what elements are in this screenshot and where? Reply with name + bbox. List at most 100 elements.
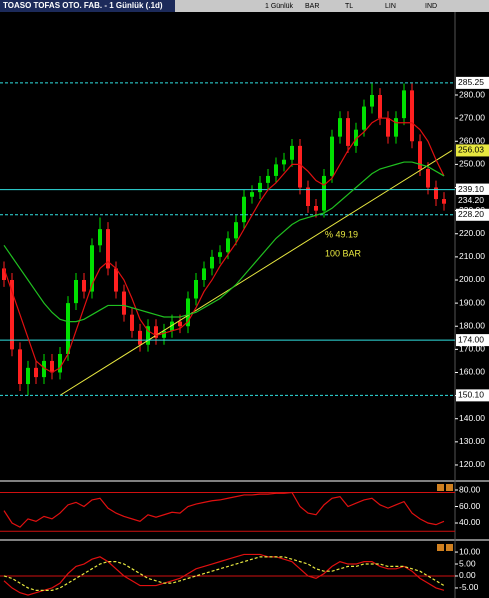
candle-body <box>154 326 158 338</box>
candle-body <box>338 118 342 137</box>
candle-body <box>194 279 198 299</box>
candle-body <box>66 303 70 354</box>
candle-body <box>354 129 358 146</box>
candle-body <box>298 145 302 188</box>
candle-body <box>26 367 30 385</box>
candle-body <box>122 291 126 315</box>
level-label: 285.25 <box>458 77 484 87</box>
candle-body <box>330 136 334 176</box>
trendline <box>59 150 453 396</box>
panel-button[interactable] <box>437 484 444 491</box>
indicator-line <box>3 553 445 596</box>
y-tick-label: 270.00 <box>459 112 485 122</box>
candle-body <box>146 326 150 345</box>
candle-body <box>362 106 366 130</box>
candle-body <box>186 298 190 327</box>
candle-body <box>314 205 318 211</box>
candle-body <box>242 196 246 223</box>
y-tick-label: 250.00 <box>459 159 485 169</box>
candle-body <box>418 141 422 170</box>
candle-body <box>426 169 430 188</box>
y-tick-label: 280.00 <box>459 89 485 99</box>
candle-body <box>82 279 86 292</box>
candle-body <box>2 268 6 280</box>
candle-body <box>386 118 390 137</box>
level-label-box <box>456 76 489 89</box>
candle-body <box>34 367 38 378</box>
candle-body <box>218 252 222 257</box>
y-tick-label: 40.00 <box>459 517 481 527</box>
y-tick-label: 0.00 <box>459 570 476 580</box>
candle-body <box>178 321 182 327</box>
y-tick-label: 190.00 <box>459 297 485 307</box>
level-label-box <box>456 194 489 207</box>
candle-body <box>250 192 254 197</box>
trendline-label-box <box>456 144 489 157</box>
indicator-line <box>3 161 445 323</box>
indicator-line <box>3 556 445 591</box>
y-tick-label: 130.00 <box>459 436 485 446</box>
level-label-box <box>456 208 489 221</box>
candle-body <box>210 256 214 269</box>
candle-body <box>402 90 406 119</box>
candle-body <box>106 229 110 269</box>
toolbar-item[interactable]: 1 Günlük <box>265 3 294 10</box>
y-tick-label: 10.00 <box>459 546 481 556</box>
candle-body <box>138 330 142 345</box>
candle-body <box>266 175 270 183</box>
y-tick-label: 170.00 <box>459 344 485 354</box>
candle-body <box>370 95 374 107</box>
annotation: 100 BAR <box>325 248 362 258</box>
y-tick-label: 160.00 <box>459 367 485 377</box>
candle-body <box>290 145 294 160</box>
annotation: % 49.19 <box>325 229 358 239</box>
candle-body <box>130 314 134 331</box>
toolbar-item[interactable]: IND <box>425 3 437 10</box>
toolbar <box>175 0 489 12</box>
level-label-box <box>456 183 489 196</box>
candle-body <box>162 330 166 338</box>
y-tick-label: 140.00 <box>459 413 485 423</box>
candle-body <box>394 118 398 137</box>
y-tick-label: 60.00 <box>459 501 481 511</box>
candle-body <box>442 199 446 204</box>
window-title: TOASO TOFAS OTO. FAB. - 1 Günlük (.1d) <box>3 1 163 10</box>
candle-body <box>234 222 238 239</box>
toolbar-item[interactable]: BAR <box>305 3 319 10</box>
candle-body <box>74 279 78 304</box>
panel-button[interactable] <box>437 544 444 551</box>
level-label: 239.10 <box>458 184 484 194</box>
candle-body <box>42 360 46 378</box>
y-tick-label: 5.00 <box>459 558 476 568</box>
candle-body <box>322 175 326 211</box>
candle-body <box>410 90 414 142</box>
candle-body <box>258 182 262 193</box>
candle-body <box>306 187 310 206</box>
candle-body <box>18 349 22 385</box>
candle-body <box>10 279 14 350</box>
toolbar-item[interactable]: TL <box>345 3 353 10</box>
candle-body <box>434 187 438 200</box>
y-tick-label: 220.00 <box>459 228 485 238</box>
candle-body <box>282 159 286 165</box>
toolbar-item[interactable]: LIN <box>385 3 396 10</box>
y-tick-label: 120.00 <box>459 459 485 469</box>
candle-body <box>202 268 206 280</box>
panel-button[interactable] <box>446 484 453 491</box>
candle-body <box>378 95 382 119</box>
y-tick-label: 80.00 <box>459 484 481 494</box>
y-tick-label: 260.00 <box>459 136 485 146</box>
level-label-box <box>456 389 489 402</box>
level-label: 174.00 <box>458 334 484 344</box>
y-tick-label: 200.00 <box>459 274 485 284</box>
level-label-box <box>456 334 489 347</box>
y-tick-label: 180.00 <box>459 320 485 330</box>
level-label: 234.20 <box>458 195 484 205</box>
level-label: 228.20 <box>458 209 484 219</box>
candle-body <box>58 353 62 373</box>
candle-body <box>274 164 278 176</box>
candle-body <box>50 360 54 373</box>
y-tick-label: 210.00 <box>459 251 485 261</box>
panel-button[interactable] <box>446 544 453 551</box>
